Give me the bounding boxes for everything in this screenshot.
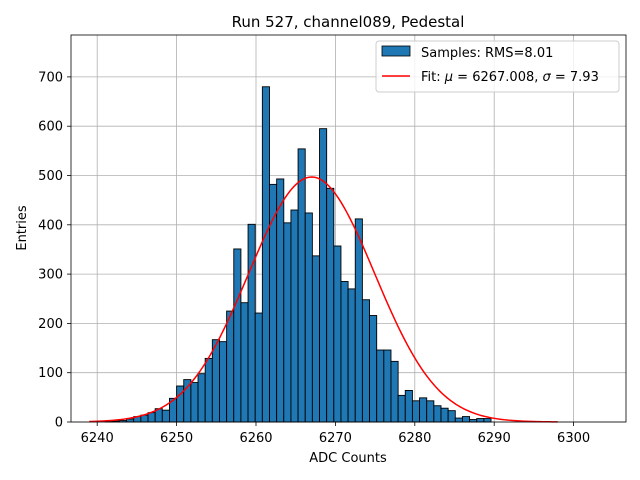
histogram-bar (319, 128, 328, 423)
y-tick-label: 500 (38, 169, 63, 184)
histogram-bar (419, 397, 428, 423)
histogram-bar (397, 394, 406, 423)
histogram-bar (404, 389, 413, 423)
x-tick-label: 6270 (319, 431, 352, 446)
histogram-bar (433, 405, 442, 423)
legend-samples-swatch (381, 45, 411, 57)
histogram-bar (304, 212, 313, 423)
plot-frame (70, 34, 627, 423)
y-tick-label: 200 (38, 317, 63, 332)
histogram-bar (204, 357, 213, 423)
histogram-bar (326, 187, 335, 423)
histogram-bar (219, 341, 228, 423)
histogram-bar (261, 86, 270, 423)
histogram-bar (483, 418, 492, 423)
histogram-bar (461, 416, 471, 423)
histogram-bar (333, 245, 342, 423)
histogram-bar (347, 288, 356, 423)
histogram-bar (476, 418, 485, 423)
histogram-bar (440, 407, 449, 423)
histogram-bar (226, 310, 235, 423)
histogram-bar (340, 281, 349, 423)
x-tick-label: 6260 (239, 431, 272, 446)
histogram-bar (411, 400, 421, 423)
x-tick-label: 6280 (398, 431, 431, 446)
histogram-bar (197, 373, 206, 423)
histogram-bar (454, 417, 463, 423)
histogram-bar (240, 302, 249, 423)
histogram-bar (276, 178, 285, 423)
histogram-bar (211, 339, 220, 423)
legend: Samples: RMS=8.01 Fit: μ = 6267.008, σ =… (375, 40, 620, 93)
histogram-bar (126, 418, 135, 423)
y-tick-label: 300 (38, 268, 63, 283)
histogram-bar (390, 360, 399, 423)
legend-fit-label: Fit: μ = 6267.008, σ = 7.93 (421, 70, 599, 85)
histogram-bar (190, 382, 199, 423)
y-axis-label: Entries (15, 205, 30, 251)
histogram-bar (161, 409, 170, 423)
histogram-bar (283, 222, 292, 423)
x-tick-label: 6240 (81, 431, 114, 446)
histogram-bar (361, 299, 370, 423)
x-tick-label: 6300 (557, 431, 590, 446)
x-axis-ticks: 6240 6250 6260 6270 6280 6290 6300 (81, 422, 590, 446)
legend-box (375, 40, 620, 93)
histogram-bar (383, 349, 392, 423)
x-tick-label: 6290 (478, 431, 511, 446)
x-axis-label: ADC Counts (309, 451, 387, 466)
histogram-bar (369, 315, 378, 423)
histogram-bar (233, 248, 242, 423)
legend-samples-label: Samples: RMS=8.01 (421, 46, 553, 61)
y-axis-ticks: 0 100 200 300 400 500 600 700 (38, 70, 71, 431)
histogram-bar (426, 400, 435, 423)
histogram-bar (183, 379, 192, 423)
y-tick-label: 700 (38, 70, 63, 85)
y-tick-label: 600 (38, 120, 63, 135)
histogram-bar (247, 223, 256, 423)
y-tick-label: 0 (55, 416, 63, 431)
histogram-bar (254, 312, 263, 423)
x-tick-label: 6250 (160, 431, 193, 446)
histogram-bar (311, 255, 320, 423)
histogram-bar (354, 218, 363, 423)
histogram-bars (104, 86, 492, 423)
histogram-bar (290, 209, 299, 423)
histogram-bar (376, 349, 385, 423)
fit-curve (89, 176, 558, 423)
y-tick-label: 100 (38, 366, 63, 381)
y-tick-label: 400 (38, 218, 63, 233)
histogram-bar (297, 148, 306, 423)
histogram-bar (447, 410, 456, 423)
chart-title: Run 527, channel089, Pedestal (232, 13, 465, 31)
